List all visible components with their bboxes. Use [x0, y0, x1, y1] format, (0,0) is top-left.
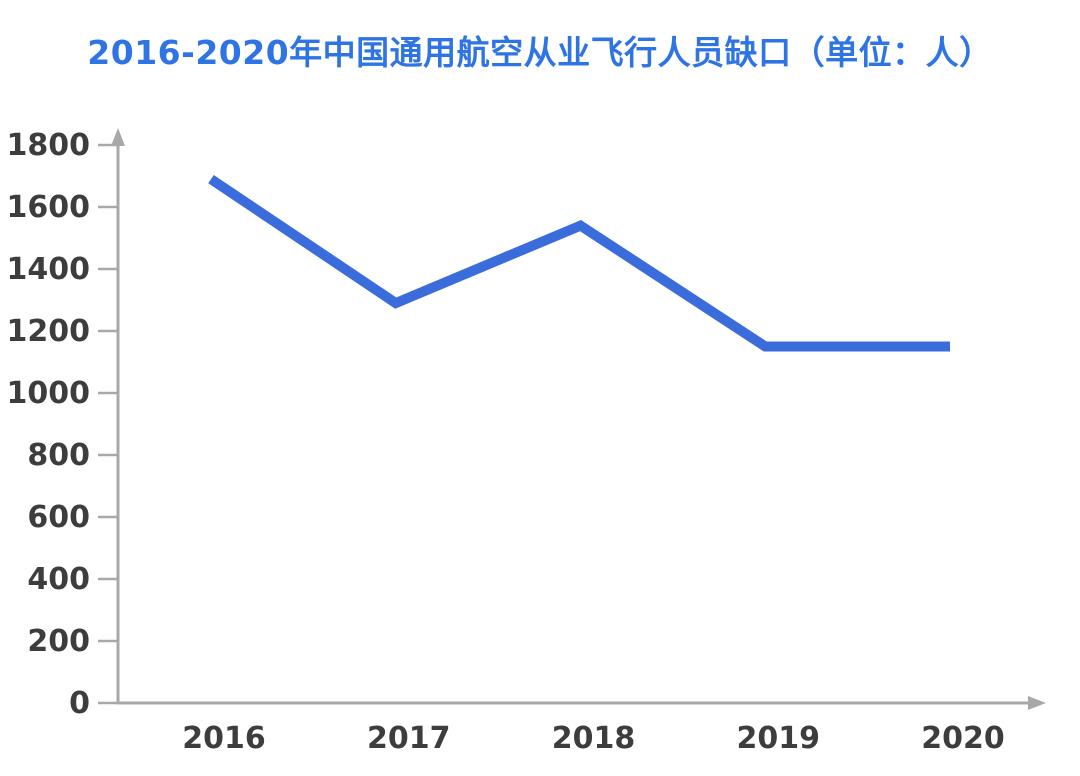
y-axis-tick-label: 0 [69, 686, 90, 721]
y-axis-tick-label: 1400 [7, 252, 91, 287]
data-line [208, 174, 950, 352]
y-axis-arrow-icon [111, 128, 125, 146]
y-axis-tick-label: 1200 [7, 314, 91, 349]
y-axis-tick-label: 1800 [7, 128, 91, 163]
x-axis-category-label: 2016 [182, 721, 266, 756]
x-axis-category-label: 2017 [367, 721, 451, 756]
y-axis-tick-label: 1600 [7, 190, 91, 225]
y-axis-tick-label: 600 [27, 500, 90, 535]
y-axis-tick-label: 1000 [7, 376, 91, 411]
x-axis-category-label: 2019 [737, 721, 821, 756]
y-axis-tick-label: 800 [27, 438, 90, 473]
x-axis-arrow-icon [1028, 696, 1046, 710]
chart-title: 2016-2020年中国通用航空从业飞行人员缺口（单位：人） [87, 33, 993, 72]
y-axis-tick-label: 200 [27, 624, 90, 659]
x-axis-category-label: 2018 [552, 721, 636, 756]
y-axis-tick-label: 400 [27, 562, 90, 597]
x-axis-category-label: 2020 [921, 721, 1005, 756]
